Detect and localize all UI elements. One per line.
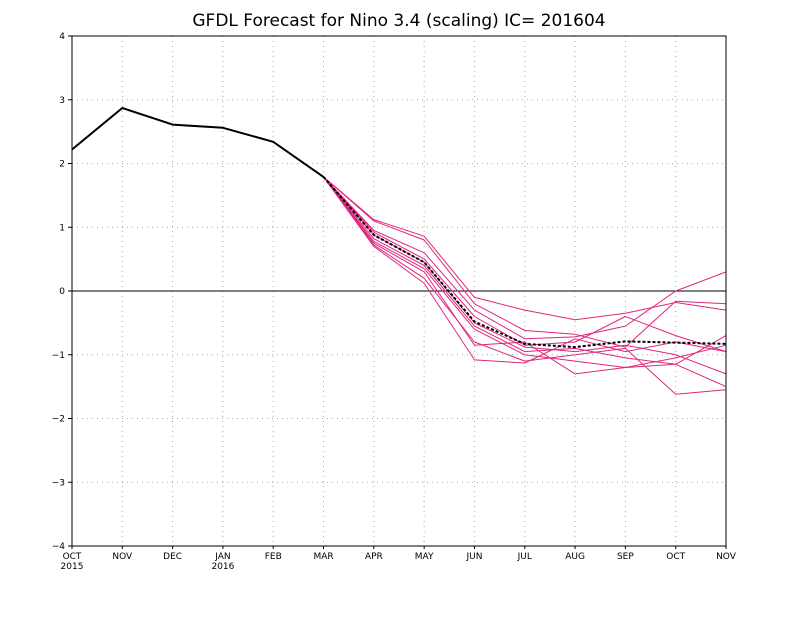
member-line [323, 176, 727, 340]
x-tick-label: MAY [415, 552, 434, 562]
chart-title: GFDL Forecast for Nino 3.4 (scaling) IC=… [192, 11, 605, 31]
member-line [323, 176, 727, 321]
x-year-label: 2016 [211, 562, 234, 572]
axis-ticks: OCT NOV DEC JAN FEB MAR APR MAY JUN JUL AUG SEP OCT N… [52, 32, 737, 572]
y-tick-label: 4 [59, 32, 65, 42]
y-tick-label: 0 [59, 287, 65, 297]
member-line [323, 176, 727, 364]
y-tick-label: −2 [52, 415, 65, 425]
x-tick-label: OCT [666, 552, 685, 562]
y-tick-label: 1 [59, 223, 65, 233]
member-line [323, 176, 727, 365]
observed-line [71, 107, 325, 178]
y-tick-label: 2 [59, 160, 65, 170]
x-tick-label: NOV [112, 552, 133, 562]
x-tick-label: FEB [265, 552, 282, 562]
x-tick-label: AUG [565, 552, 585, 562]
y-tick-label: 3 [59, 96, 65, 106]
plot-frame [71, 35, 727, 547]
member-line [323, 176, 727, 353]
x-tick-label: JAN [214, 552, 230, 562]
y-tick-label: −4 [52, 542, 66, 552]
x-tick-label: NOV [716, 552, 737, 562]
y-tick-label: −3 [52, 478, 65, 488]
ensemble-mean-line [322, 176, 727, 349]
x-tick-label: JUL [517, 552, 532, 562]
x-year-label: 2015 [61, 562, 84, 572]
x-tick-label: JUN [465, 552, 482, 562]
member-line [323, 176, 727, 368]
grid [72, 36, 726, 546]
series-group [71, 107, 727, 395]
x-tick-label: OCT [63, 552, 82, 562]
y-tick-label: −1 [52, 351, 65, 361]
x-tick-label: SEP [617, 552, 634, 562]
x-tick-label: APR [365, 552, 383, 562]
member-line [323, 176, 727, 348]
x-tick-label: DEC [163, 552, 182, 562]
x-tick-label: MAR [313, 552, 333, 562]
member-line [323, 176, 727, 395]
member-line [323, 176, 727, 388]
